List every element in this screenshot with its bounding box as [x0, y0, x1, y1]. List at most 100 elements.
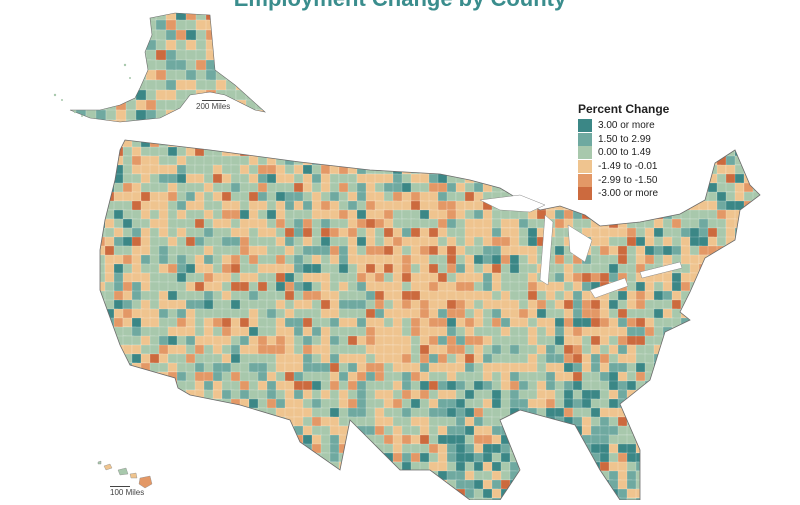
county-cell [266, 80, 279, 92]
county-cell [329, 488, 344, 500]
county-cell [194, 443, 206, 456]
county-cell [410, 146, 426, 160]
aleutian-islands [53, 63, 131, 117]
county-cell [626, 398, 638, 413]
county-cell [356, 263, 367, 274]
county-cell [329, 140, 342, 150]
county-cell [680, 425, 694, 436]
county-cell [410, 353, 421, 365]
county-cell [707, 380, 724, 395]
county-cell [473, 155, 488, 169]
county-cell [401, 140, 412, 149]
county-cell [446, 164, 462, 176]
county-cell [105, 69, 118, 83]
county-cell [392, 155, 405, 170]
county-cell [419, 470, 430, 485]
county-cell [527, 416, 543, 429]
county-cell [572, 200, 588, 213]
county-cell [365, 461, 378, 476]
county-cell [653, 362, 664, 377]
county-cell [762, 399, 775, 409]
county-cell [203, 218, 214, 229]
county-cell [374, 182, 385, 193]
county-cell [212, 290, 223, 301]
county-cell [140, 443, 152, 455]
county-cell [707, 299, 723, 310]
county-cell [100, 434, 109, 447]
county-cell [762, 318, 771, 332]
county-cell [356, 443, 372, 456]
county-cell [743, 443, 760, 456]
county-cell [707, 452, 721, 464]
county-cell [626, 497, 643, 500]
county-cell [221, 407, 237, 420]
county-cell [104, 155, 119, 168]
county-cell [707, 317, 721, 331]
county-cell [212, 140, 227, 151]
county-cell [176, 470, 191, 482]
county-cell [590, 461, 602, 474]
county-cell [165, 119, 181, 122]
county-cell [113, 371, 128, 383]
county-cell [482, 173, 499, 184]
county-cell [95, 39, 108, 55]
county-cell [734, 290, 745, 305]
county-cell [716, 416, 730, 428]
county-cell [743, 308, 760, 324]
county-cell [518, 281, 529, 292]
county-cell [140, 218, 151, 230]
county-cell [302, 191, 313, 203]
county-cell [518, 452, 533, 465]
county-cell [536, 443, 553, 456]
county-cell [608, 245, 620, 256]
county-cell [707, 326, 723, 341]
county-cell [230, 443, 246, 457]
county-cell [716, 371, 733, 382]
county-cell [320, 140, 332, 151]
county-cell [115, 109, 128, 122]
county-cell [104, 344, 115, 358]
county-cell [275, 140, 288, 150]
county-cell [527, 218, 538, 230]
county-cell [464, 434, 475, 445]
county-cell [428, 155, 445, 167]
county-cell [725, 344, 737, 360]
county-cell [383, 470, 399, 482]
county-cell [644, 488, 656, 500]
county-cell [176, 416, 191, 429]
county-cell [581, 461, 592, 472]
county-cell [689, 371, 704, 384]
county-cell [225, 59, 240, 76]
county-cell [149, 272, 161, 283]
county-cell [284, 470, 296, 485]
county-cell [320, 146, 337, 158]
county-cell [635, 218, 646, 229]
county-cell [203, 434, 214, 448]
county-cell [626, 389, 639, 402]
county-cell [239, 407, 251, 420]
county-cell [707, 290, 720, 305]
county-cell [230, 140, 244, 150]
county-cell [221, 425, 235, 439]
county-cell [752, 146, 760, 161]
county-cell [707, 353, 720, 368]
county-cell [644, 389, 659, 401]
county-cell [122, 317, 133, 328]
county-cell [347, 326, 359, 337]
county-cell [149, 281, 161, 293]
county-cell [255, 59, 265, 72]
county-cell [725, 362, 737, 374]
county-cell [122, 416, 136, 429]
county-cell [122, 398, 135, 413]
county-cell [762, 183, 773, 196]
county-cell [626, 434, 641, 446]
county-cell [221, 452, 236, 465]
county-cell [725, 398, 741, 413]
county-cell [158, 299, 170, 311]
county-cell [329, 461, 345, 473]
county-cell [707, 488, 719, 500]
county-cell [455, 146, 470, 158]
county-cell [680, 434, 695, 450]
county-cell [716, 140, 731, 151]
county-cell [293, 479, 310, 491]
